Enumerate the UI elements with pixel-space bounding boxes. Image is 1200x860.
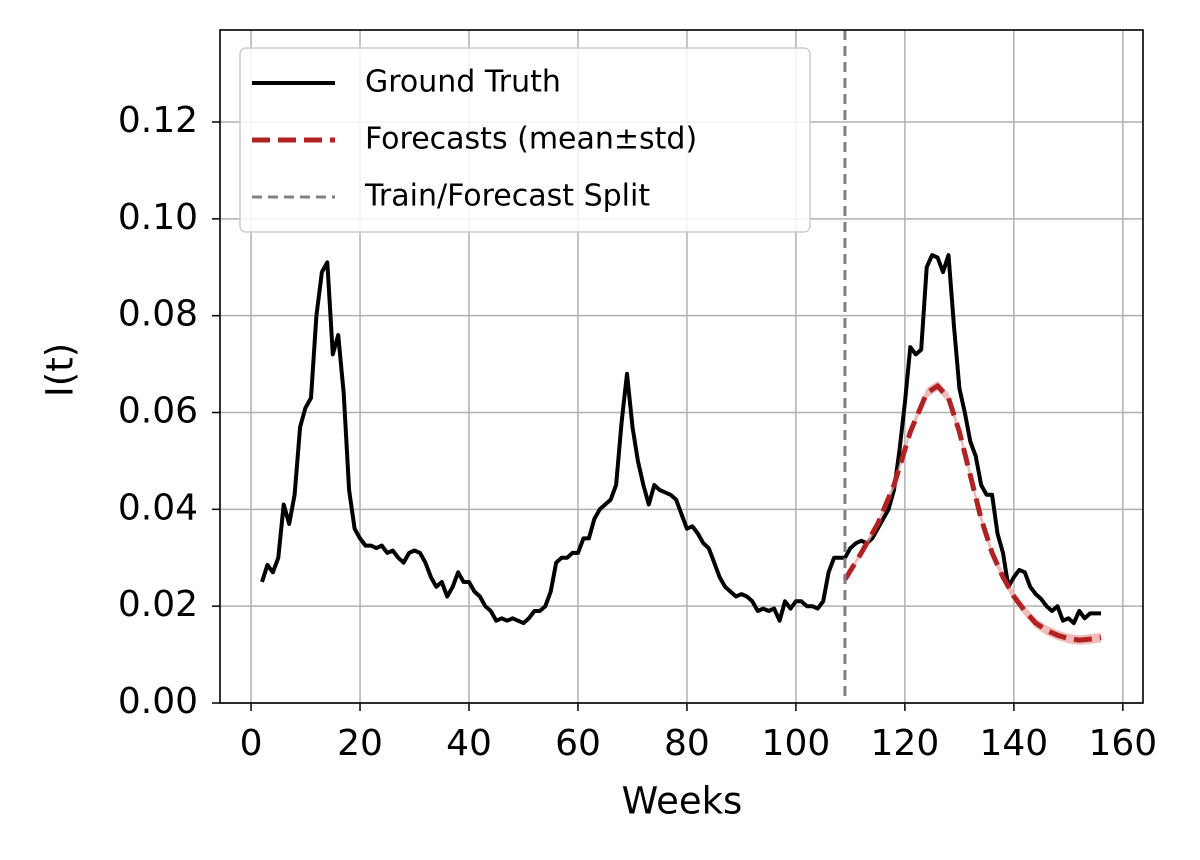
legend: Ground Truth Forecasts (mean±std) Train/Fo… xyxy=(239,47,811,233)
x-tick-label: 100 xyxy=(762,723,831,764)
plot-data xyxy=(260,30,1102,703)
plot-frame xyxy=(219,29,1144,704)
series-line xyxy=(842,383,1102,643)
y-tick-label: 0.00 xyxy=(118,681,198,722)
y-tick-label: 0.02 xyxy=(118,584,198,625)
x-tick-label: 60 xyxy=(555,723,601,764)
legend-box xyxy=(239,47,811,233)
y-tick-label: 0.08 xyxy=(118,294,198,335)
y-axis-label: I(t) xyxy=(39,343,82,397)
x-axis-label: Weeks xyxy=(622,780,743,823)
std-band xyxy=(845,381,1101,645)
legend-label: Forecasts (mean±std) xyxy=(365,122,697,157)
y-tick-label: 0.04 xyxy=(118,487,198,528)
y-tick-label: 0.06 xyxy=(118,390,198,431)
x-tick-label: 160 xyxy=(1088,723,1157,764)
x-tick-label: 20 xyxy=(337,723,383,764)
legend-label: Train/Forecast Split xyxy=(364,179,650,214)
x-tick-label: 80 xyxy=(664,723,710,764)
legend-label: Ground Truth xyxy=(365,65,561,100)
y-tick-label: 0.10 xyxy=(118,197,198,238)
x-tick-label: 40 xyxy=(446,723,492,764)
x-tick-label: 120 xyxy=(871,723,940,764)
series-line xyxy=(260,253,1101,626)
x-tick-label: 140 xyxy=(980,723,1049,764)
y-tick-label: 0.12 xyxy=(118,100,198,141)
x-tick-label: 0 xyxy=(240,723,263,764)
